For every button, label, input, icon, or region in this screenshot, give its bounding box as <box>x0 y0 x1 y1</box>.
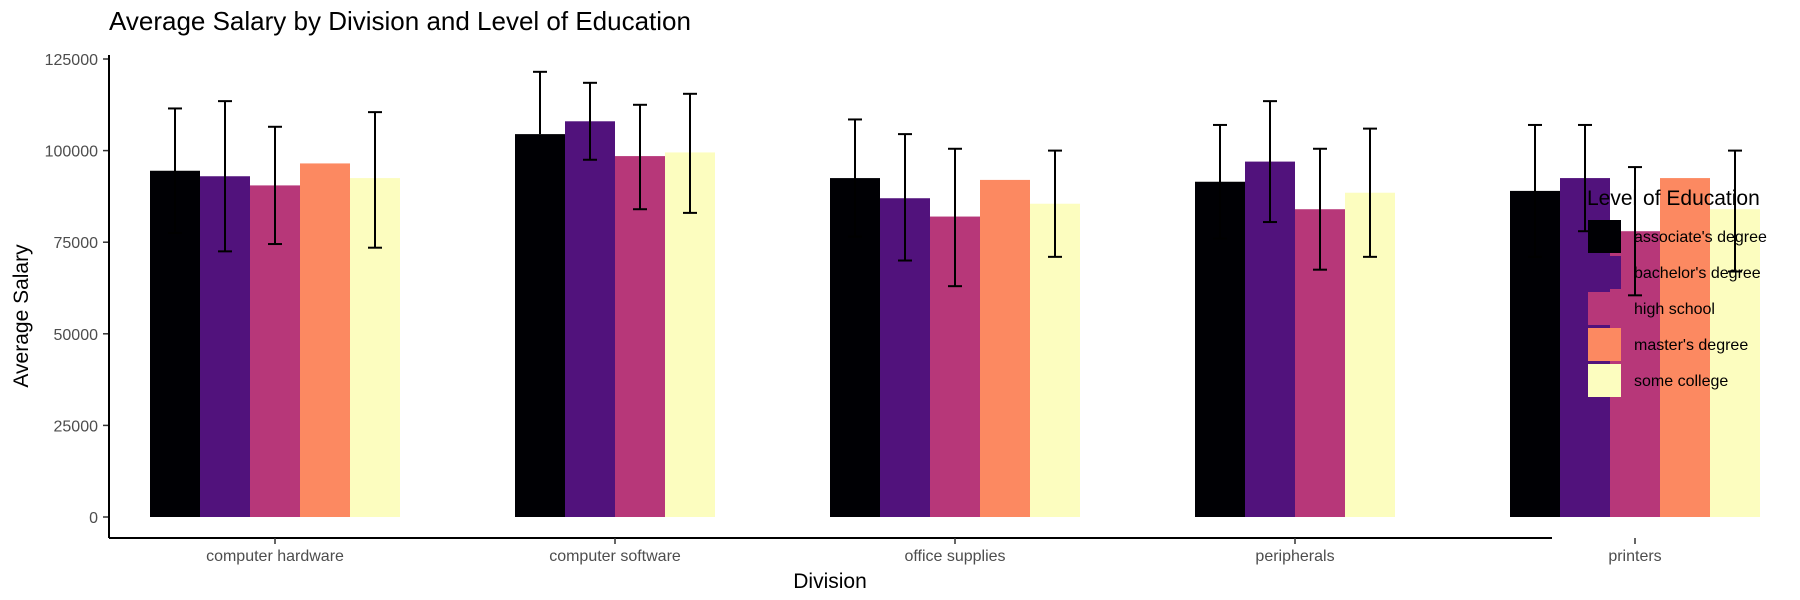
x-tick-label: office supplies <box>904 548 1005 565</box>
y-tick-label: 75000 <box>54 235 99 252</box>
legend-swatch <box>1588 292 1621 325</box>
legend-label: master's degree <box>1634 337 1748 354</box>
x-tick-label: computer software <box>549 548 681 565</box>
bar <box>980 179 1030 518</box>
legend-label: bachelor's degree <box>1634 265 1761 282</box>
legend-label: high school <box>1634 301 1715 318</box>
y-tick-label: 50000 <box>54 327 99 344</box>
legend-label: associate's degree <box>1634 229 1767 246</box>
bar <box>615 156 665 517</box>
y-axis-title: Average Salary <box>10 244 33 388</box>
legend: Level of Education associate's degree bac… <box>1587 187 1767 397</box>
bar <box>515 134 565 517</box>
y-tick-label: 125000 <box>45 52 98 69</box>
legend-swatch <box>1588 256 1621 289</box>
chart-title: Average Salary by Division and Level of … <box>109 6 691 36</box>
legend-swatch <box>1588 328 1621 361</box>
error-bars-layer <box>168 70 1742 297</box>
legend-title: Level of Education <box>1587 187 1760 210</box>
x-axis-ticks: computer hardware computer software office… <box>206 538 1662 565</box>
bar <box>300 163 350 517</box>
legend-swatch <box>1588 364 1621 397</box>
legend-label: some college <box>1634 373 1728 390</box>
x-axis-title: Division <box>793 570 867 593</box>
x-tick-label: computer hardware <box>206 548 344 565</box>
y-tick-label: 100000 <box>45 144 98 161</box>
y-tick-label: 25000 <box>54 418 99 435</box>
bars-layer <box>150 121 1760 518</box>
bar <box>1660 178 1710 517</box>
x-tick-label: printers <box>1608 548 1661 565</box>
y-tick-label: 0 <box>89 510 98 527</box>
legend-swatch <box>1588 220 1621 253</box>
x-tick-label: peripherals <box>1255 548 1334 565</box>
bar <box>565 121 615 518</box>
y-axis-ticks: 0 25000 50000 75000 100000 125000 <box>45 52 109 527</box>
